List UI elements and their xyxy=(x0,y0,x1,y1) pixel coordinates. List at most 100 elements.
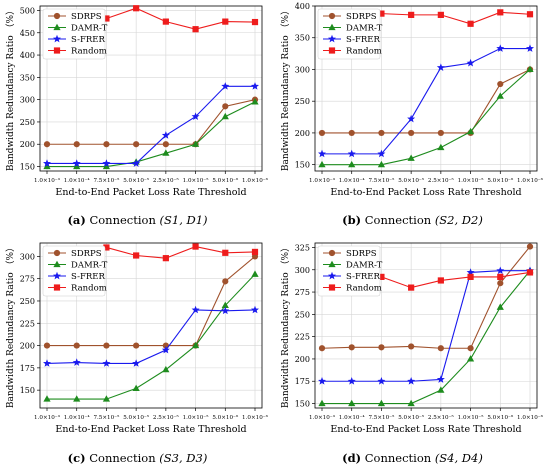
data-point xyxy=(72,159,81,167)
data-point xyxy=(407,154,415,161)
data-point xyxy=(162,365,170,373)
data-point xyxy=(347,377,356,385)
data-point xyxy=(378,129,385,137)
legend-box xyxy=(317,245,381,297)
y-tick-label: 150 xyxy=(20,386,35,395)
legend-marker xyxy=(53,249,61,257)
chart-panel-c: 150 175 200 225 250 275 300 1.0×10⁻³ 1.0×10⁻⁴ 7.5… xyxy=(5,242,269,435)
data-point xyxy=(251,18,259,26)
y-tick-label: 300 xyxy=(20,252,35,261)
series-line xyxy=(322,69,531,166)
data-point xyxy=(407,114,416,123)
series-line xyxy=(47,101,256,168)
series-line xyxy=(47,255,256,347)
series-line xyxy=(106,245,256,259)
caption-tag: (d) xyxy=(342,451,362,465)
data-point xyxy=(191,112,200,120)
legend-label: DAMR-T xyxy=(71,261,108,271)
data-point xyxy=(378,273,385,280)
caption-connection: (S4, D4) xyxy=(434,451,483,465)
series-line xyxy=(106,7,256,30)
data-point xyxy=(251,98,259,105)
data-point xyxy=(437,345,444,352)
legend-marker xyxy=(53,47,61,54)
x-tick-label: 1.0×10⁻⁴ xyxy=(339,177,366,184)
data-point xyxy=(408,11,415,18)
x-tick-label: 5.0×10⁻⁶ xyxy=(487,177,514,184)
data-point xyxy=(192,243,199,250)
x-tick-label: 1.0×10⁻³ xyxy=(309,414,335,421)
x-tick-label: 5.0×10⁻⁵ xyxy=(123,177,150,184)
y-tick-label: 275 xyxy=(295,288,310,297)
data-point xyxy=(497,80,504,88)
data-point xyxy=(102,162,111,170)
data-point xyxy=(162,18,169,25)
data-point xyxy=(496,92,504,99)
data-point xyxy=(497,9,504,16)
data-point xyxy=(436,63,445,71)
legend-label: DAMR-T xyxy=(71,24,108,34)
data-point xyxy=(466,58,475,67)
legend-marker xyxy=(53,12,61,20)
chart-panel-d: 150 175 200 225 250 275 300 325 1.0×10⁻³ 1.0×10⁻⁴… xyxy=(280,242,544,435)
series-sdrps xyxy=(318,66,534,137)
y-tick-label: 150 xyxy=(295,161,310,170)
data-point xyxy=(318,377,326,385)
legend-label: Random xyxy=(346,47,382,57)
legend-marker xyxy=(328,249,336,257)
data-point xyxy=(408,284,415,291)
legend-box xyxy=(317,8,381,60)
data-point xyxy=(43,359,51,367)
data-point xyxy=(132,359,141,367)
data-point xyxy=(377,160,386,168)
series-line xyxy=(46,309,256,364)
series-random xyxy=(103,243,259,262)
data-point xyxy=(467,20,474,27)
caption-c: (c) Connection (S3, D3) xyxy=(0,451,275,465)
y-tick-label: 350 xyxy=(295,34,310,43)
data-point xyxy=(161,131,170,139)
series-line xyxy=(47,99,256,145)
y-tick-label: 150 xyxy=(295,400,310,409)
data-point xyxy=(103,141,110,148)
x-tick-label: 2.5×10⁻⁵ xyxy=(153,177,180,184)
data-point xyxy=(102,395,111,402)
plot-frame xyxy=(39,5,263,172)
data-point xyxy=(467,273,474,280)
x-tick-label: 1.0×10⁻⁵ xyxy=(183,414,210,421)
data-point xyxy=(318,160,326,168)
data-point xyxy=(162,149,170,156)
data-point xyxy=(162,141,169,148)
data-point xyxy=(496,266,505,275)
legend-label: SDRPS xyxy=(346,12,377,22)
data-point xyxy=(408,343,415,350)
data-point xyxy=(378,10,385,17)
legend-label: SDRPS xyxy=(71,249,102,259)
x-axis-label: End-to-End Packet Loss Rate Threshold xyxy=(330,424,521,435)
y-tick-label: 275 xyxy=(20,275,35,284)
data-point xyxy=(191,305,200,314)
caption-connection: (S2, D2) xyxy=(434,213,483,227)
data-point xyxy=(132,384,140,391)
data-point xyxy=(436,375,445,383)
data-point xyxy=(496,44,505,52)
y-tick-label: 225 xyxy=(295,333,310,342)
plot-frame xyxy=(314,242,538,409)
data-point xyxy=(497,280,504,287)
data-point xyxy=(467,345,474,352)
data-point xyxy=(73,162,81,170)
legend-label: S-FRER xyxy=(346,272,381,282)
x-axis-label: End-to-End Packet Loss Rate Threshold xyxy=(55,424,246,435)
data-point xyxy=(43,342,51,349)
data-point xyxy=(103,244,110,251)
data-point xyxy=(526,269,534,276)
data-point xyxy=(318,345,326,352)
y-tick-label: 225 xyxy=(20,319,35,328)
x-tick-label: 5.0×10⁻⁵ xyxy=(398,414,425,421)
y-tick-label: 150 xyxy=(20,163,35,172)
legend-marker xyxy=(53,23,61,31)
data-point xyxy=(162,255,169,262)
data-point xyxy=(221,306,230,315)
data-point xyxy=(102,359,111,367)
data-point xyxy=(73,395,81,402)
